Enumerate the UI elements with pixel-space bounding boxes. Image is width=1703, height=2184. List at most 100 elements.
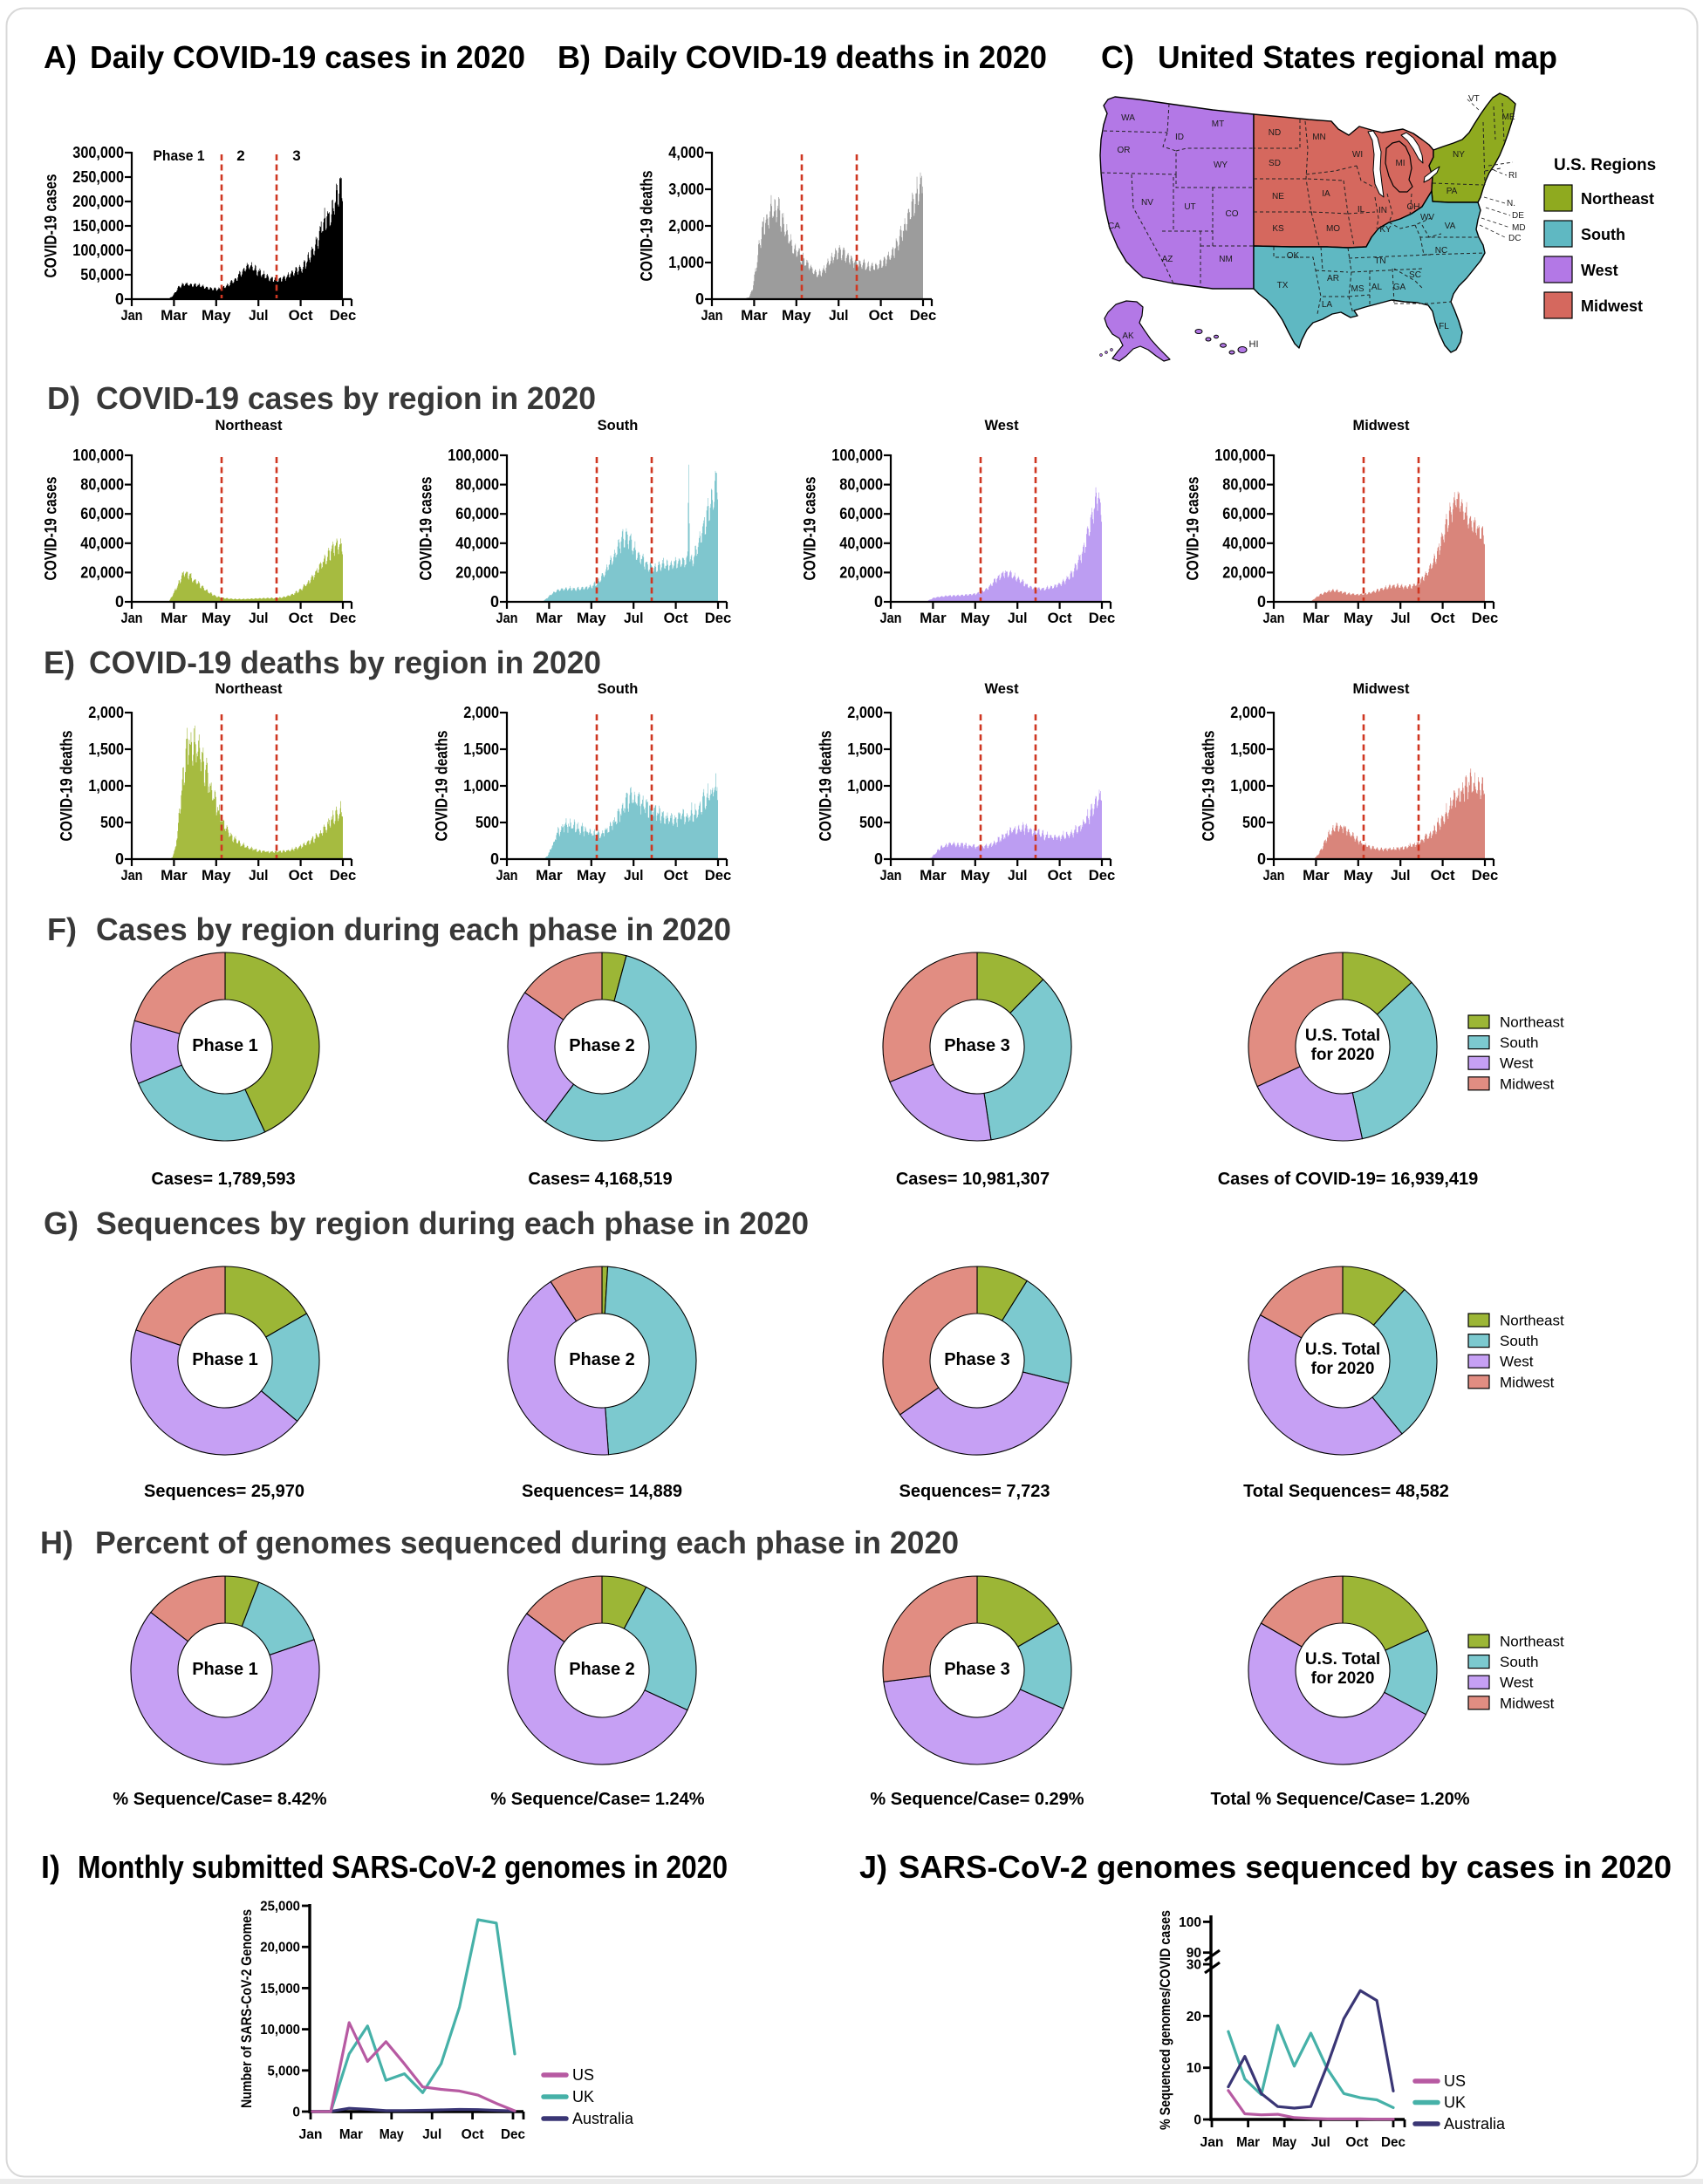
svg-text:WA: WA [1121, 113, 1135, 123]
svg-text:25,000: 25,000 [260, 1900, 300, 1914]
svg-text:GA: GA [1393, 283, 1406, 292]
svg-text:0: 0 [1257, 593, 1266, 611]
svg-text:for 2020: for 2020 [1311, 1360, 1375, 1378]
svg-text:Cases of COVID-19= 16,939,419: Cases of COVID-19= 16,939,419 [1218, 1170, 1479, 1189]
svg-text:for 2020: for 2020 [1311, 1046, 1375, 1064]
svg-text:WY: WY [1214, 160, 1228, 170]
svg-text:Oct: Oct [462, 2127, 485, 2142]
svg-text:F): F) [47, 911, 77, 947]
svg-text:TN: TN [1374, 256, 1385, 266]
svg-text:May: May [202, 867, 231, 884]
svg-text:0: 0 [1193, 2113, 1201, 2128]
svg-text:Phase 3: Phase 3 [944, 1350, 1010, 1369]
svg-text:20,000: 20,000 [839, 563, 883, 581]
svg-text:May: May [1344, 867, 1373, 884]
svg-text:Oct: Oct [1048, 867, 1072, 884]
svg-text:2,000: 2,000 [463, 704, 499, 721]
svg-text:20,000: 20,000 [260, 1941, 300, 1955]
svg-text:UK: UK [1444, 2094, 1466, 2112]
svg-text:Cases by region during each ph: Cases by region during each phase in 202… [96, 911, 731, 947]
svg-text:West: West [1500, 1055, 1534, 1072]
svg-text:D): D) [47, 380, 80, 416]
svg-text:May: May [577, 610, 606, 626]
svg-text:5,000: 5,000 [268, 2064, 300, 2078]
svg-text:Mar: Mar [1303, 867, 1330, 884]
svg-text:VT: VT [1468, 94, 1480, 104]
svg-text:Northeast: Northeast [1500, 1634, 1564, 1650]
svg-text:US: US [1444, 2072, 1466, 2090]
svg-text:20,000: 20,000 [455, 563, 499, 581]
svg-text:Jul: Jul [422, 2127, 441, 2142]
svg-text:Mar: Mar [741, 307, 768, 324]
svg-text:Dec: Dec [1089, 610, 1116, 626]
svg-text:U.S. Total: U.S. Total [1305, 1650, 1380, 1669]
svg-text:3: 3 [292, 147, 300, 164]
svg-text:Jul: Jul [249, 867, 269, 884]
svg-text:Jan: Jan [880, 610, 902, 626]
svg-text:Cases= 1,789,593: Cases= 1,789,593 [151, 1170, 295, 1189]
svg-text:Northeast: Northeast [1500, 1313, 1564, 1329]
svg-text:0: 0 [115, 593, 124, 611]
svg-text:Jul: Jul [1008, 610, 1028, 626]
svg-text:80,000: 80,000 [1222, 476, 1266, 494]
svg-text:South: South [1500, 1034, 1538, 1051]
svg-text:Mar: Mar [161, 867, 188, 884]
svg-text:Dec: Dec [1089, 867, 1116, 884]
svg-text:US: US [572, 2066, 594, 2084]
svg-text:Oct: Oct [1345, 2135, 1369, 2150]
svg-text:Oct: Oct [664, 610, 688, 626]
svg-text:SC: SC [1409, 270, 1421, 280]
svg-text:Midwest: Midwest [1352, 681, 1410, 697]
svg-text:for 2020: for 2020 [1311, 1669, 1375, 1688]
svg-text:20,000: 20,000 [80, 563, 124, 581]
svg-text:Jan: Jan [1200, 2135, 1224, 2150]
svg-text:COVID-19 cases: COVID-19 cases [42, 174, 60, 278]
svg-text:1,500: 1,500 [1230, 741, 1266, 758]
svg-text:40,000: 40,000 [1222, 535, 1266, 552]
svg-text:Midwest: Midwest [1581, 297, 1643, 315]
svg-text:OR: OR [1118, 146, 1131, 155]
svg-text:2,000: 2,000 [668, 217, 704, 235]
svg-text:Northeast: Northeast [215, 418, 283, 433]
svg-text:Mar: Mar [339, 2127, 363, 2142]
svg-text:Dec: Dec [910, 307, 937, 324]
svg-text:HI: HI [1249, 339, 1259, 350]
svg-text:1,500: 1,500 [463, 741, 499, 758]
svg-text:Jan: Jan [496, 867, 518, 884]
svg-text:DC: DC [1508, 234, 1521, 243]
svg-text:0: 0 [874, 850, 883, 868]
svg-text:Mar: Mar [920, 867, 947, 884]
svg-text:SARS-CoV-2 genomes sequenced b: SARS-CoV-2 genomes sequenced by cases in… [899, 1849, 1672, 1885]
svg-text:COVID-19 deaths: COVID-19 deaths [1200, 731, 1218, 842]
svg-text:Jul: Jul [624, 610, 644, 626]
svg-text:Jan: Jan [121, 867, 143, 884]
svg-text:90: 90 [1187, 1946, 1201, 1961]
svg-text:May: May [1344, 610, 1373, 626]
svg-text:J): J) [859, 1849, 887, 1885]
svg-text:20,000: 20,000 [1222, 563, 1266, 581]
svg-text:Phase 2: Phase 2 [569, 1660, 635, 1679]
svg-text:Daily COVID-19 cases in 2020: Daily COVID-19 cases in 2020 [90, 39, 525, 75]
svg-text:3,000: 3,000 [668, 181, 704, 198]
svg-text:Dec: Dec [705, 610, 732, 626]
svg-text:40,000: 40,000 [839, 535, 883, 552]
svg-text:South: South [1581, 226, 1625, 243]
svg-text:May: May [202, 307, 231, 324]
svg-text:Sequences= 7,723: Sequences= 7,723 [899, 1482, 1050, 1501]
svg-text:Mar: Mar [920, 610, 947, 626]
svg-text:Dec: Dec [1472, 610, 1499, 626]
svg-text:0: 0 [115, 850, 124, 868]
svg-text:South: South [598, 418, 639, 433]
svg-text:1,500: 1,500 [847, 741, 883, 758]
svg-text:LA: LA [1322, 300, 1333, 310]
svg-text:Total Sequences= 48,582: Total Sequences= 48,582 [1243, 1482, 1449, 1501]
svg-text:TX: TX [1277, 281, 1289, 290]
svg-text:NM: NM [1219, 255, 1233, 264]
svg-text:Dec: Dec [330, 867, 357, 884]
svg-text:COVID-19 cases: COVID-19 cases [417, 477, 435, 581]
svg-text:Percent of genomes sequenced d: Percent of genomes sequenced during each… [95, 1525, 959, 1560]
svg-text:ME: ME [1502, 113, 1515, 122]
svg-text:0: 0 [490, 593, 499, 611]
svg-text:Northeast: Northeast [1500, 1014, 1564, 1031]
svg-text:U.S. Total: U.S. Total [1305, 1027, 1380, 1045]
